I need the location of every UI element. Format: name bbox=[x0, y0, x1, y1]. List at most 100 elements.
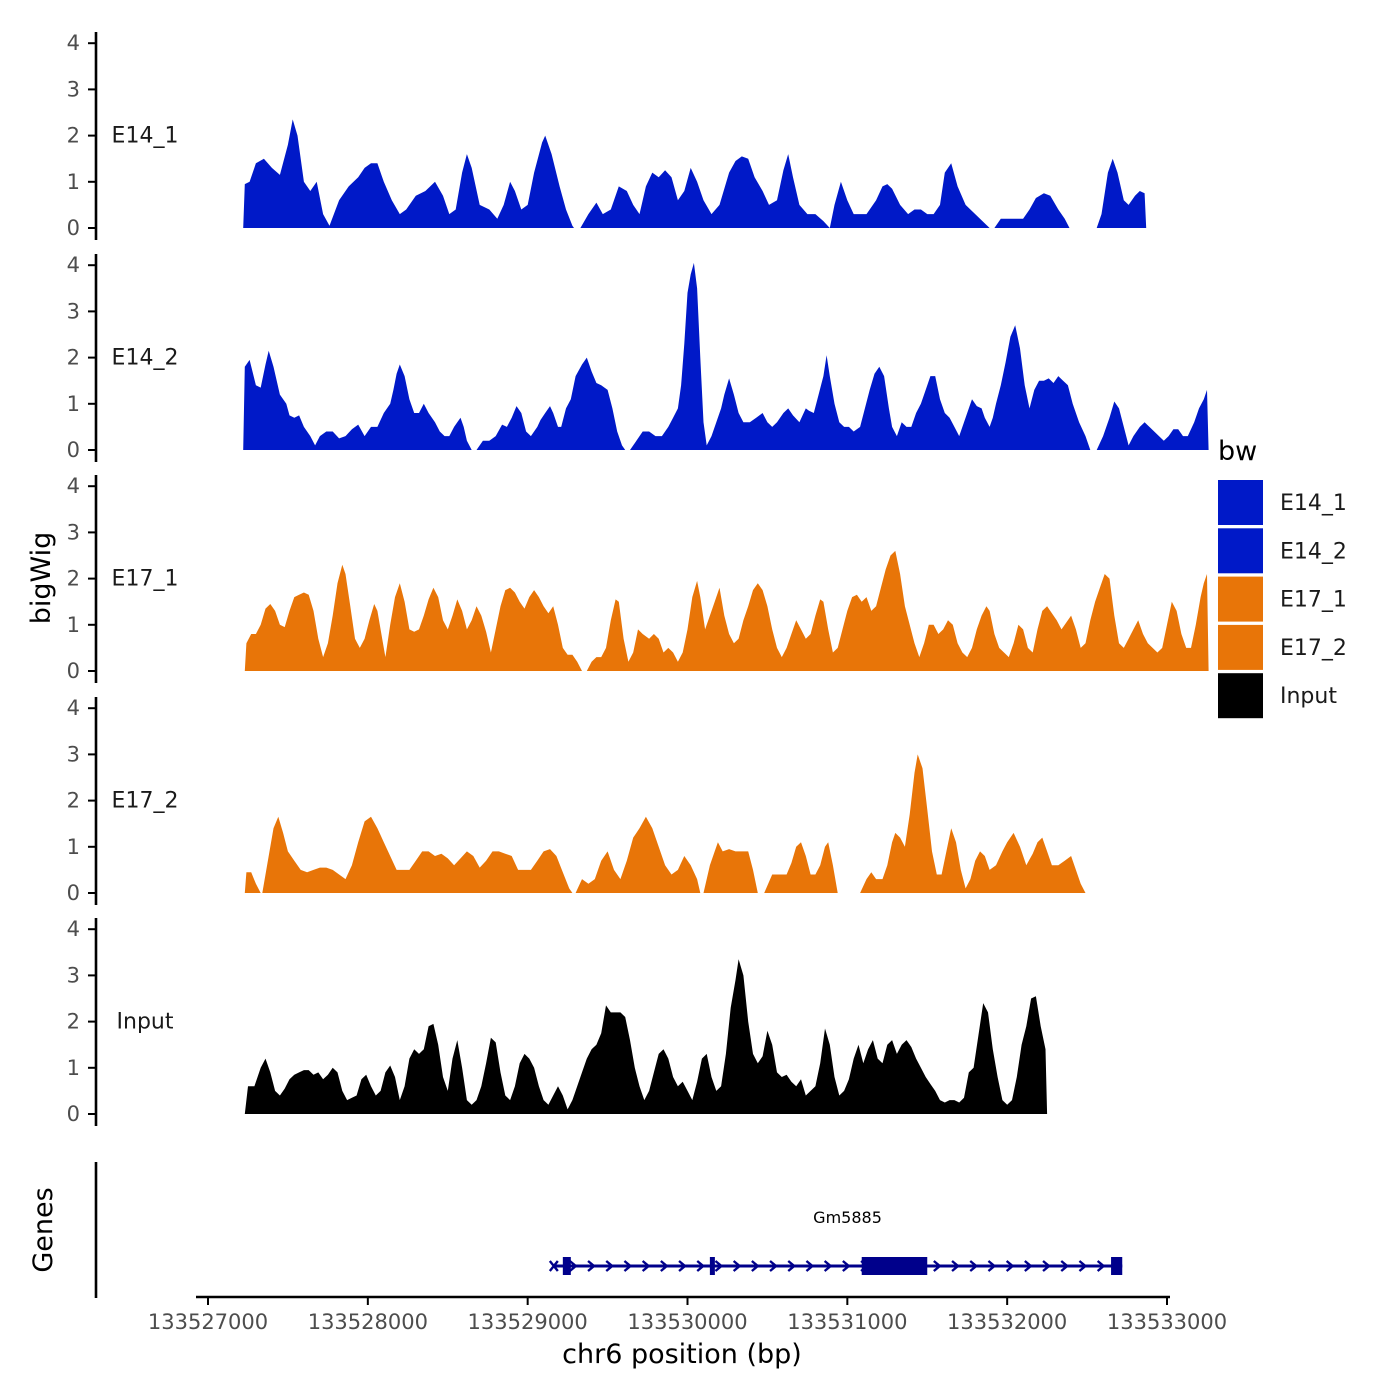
x-tick-label: 133528000 bbox=[308, 1310, 428, 1334]
y-tick-label: 1 bbox=[67, 835, 80, 859]
strand-arrow bbox=[678, 1260, 687, 1272]
gene-exon bbox=[709, 1257, 715, 1275]
y-tick-label: 0 bbox=[67, 438, 80, 462]
strand-arrow bbox=[969, 1260, 979, 1272]
y-tick-label: 0 bbox=[67, 216, 80, 240]
gene-exon bbox=[861, 1257, 928, 1275]
y-tick-label: 0 bbox=[67, 1102, 80, 1126]
strand-arrow bbox=[823, 1260, 833, 1272]
gene-start-mark bbox=[548, 1260, 559, 1272]
x-tick-label: 133527000 bbox=[148, 1310, 268, 1334]
coverage-area-input bbox=[244, 959, 1048, 1114]
y-tick-label: 3 bbox=[67, 963, 80, 987]
strand-arrow bbox=[587, 1260, 596, 1272]
gene-model: Gm5885 bbox=[548, 1208, 1123, 1275]
y-axis-title: bigWig bbox=[26, 532, 57, 625]
coverage-area-e14_1d bbox=[1096, 158, 1147, 228]
x-tick-label: 133533000 bbox=[1107, 1310, 1227, 1334]
x-tick-label: 133530000 bbox=[627, 1310, 747, 1334]
strand-arrow bbox=[805, 1260, 815, 1272]
gene-name: Gm5885 bbox=[813, 1208, 882, 1227]
strand-arrow bbox=[933, 1260, 942, 1272]
legend: bw E14_1 E14_2 E17_1 E17_2 Input bbox=[1218, 436, 1347, 719]
strand-arrow bbox=[769, 1260, 778, 1272]
strand-arrow bbox=[751, 1260, 760, 1272]
y-tick-label: 2 bbox=[67, 789, 80, 813]
strand-arrow bbox=[641, 1260, 651, 1272]
coverage-area-e14_2c bbox=[630, 262, 1091, 450]
coverage-area-e17_2f bbox=[860, 754, 1086, 893]
coverage-area-e14_1b bbox=[580, 154, 990, 228]
track-label: E14_1 bbox=[112, 124, 179, 149]
y-tick-label: 2 bbox=[67, 124, 80, 148]
gene-exon bbox=[1111, 1257, 1123, 1275]
strand-arrow bbox=[1042, 1260, 1051, 1272]
y-tick-label: 3 bbox=[67, 742, 80, 766]
strand-arrow bbox=[714, 1260, 724, 1272]
coverage-area-e14_1c bbox=[994, 193, 1070, 228]
bigwig-tracks: 0 1 2 3 4 E14_1 0 1 2 3 4 E14_2 0 1 2 3 4 E17_1 0 1 2 3 4 E17_2… bbox=[67, 31, 1209, 1126]
track-e17-2: 0 1 2 3 4 E17_2 bbox=[67, 696, 1086, 905]
y-tick-label: 1 bbox=[67, 392, 80, 416]
track-label: Input bbox=[117, 1010, 174, 1035]
legend-title: bw bbox=[1218, 436, 1257, 467]
y-tick-label: 3 bbox=[67, 299, 80, 323]
strand-arrow bbox=[623, 1260, 633, 1272]
y-tick-label: 3 bbox=[67, 77, 80, 101]
legend-item-e14-2: E14_2 bbox=[1218, 528, 1347, 574]
coverage-area-e17_2b bbox=[262, 816, 573, 893]
legend-label: E14_1 bbox=[1280, 491, 1347, 516]
coverage-area-e17_2c bbox=[575, 816, 701, 893]
legend-swatch bbox=[1218, 480, 1263, 525]
y-tick-label: 4 bbox=[67, 31, 80, 55]
track-label: E17_2 bbox=[112, 789, 179, 814]
track-label: E17_1 bbox=[112, 567, 179, 592]
y-tick-label: 4 bbox=[67, 917, 80, 941]
coverage-area-e14_1 bbox=[243, 119, 574, 228]
strand-arrow bbox=[569, 1260, 578, 1272]
y-tick-label: 1 bbox=[67, 170, 80, 194]
y-tick-label: 4 bbox=[67, 474, 80, 498]
track-e14-2: 0 1 2 3 4 E14_2 bbox=[67, 253, 1209, 462]
track-input: 0 1 2 3 4 Input bbox=[67, 917, 1048, 1126]
coverage-area-e17_1 bbox=[244, 564, 583, 671]
strand-arrow bbox=[1024, 1260, 1033, 1272]
strand-arrow bbox=[1096, 1260, 1106, 1272]
coverage-area-e14_2b bbox=[476, 357, 626, 450]
legend-item-input: Input bbox=[1218, 673, 1337, 719]
y-tick-label: 4 bbox=[67, 696, 80, 720]
track-label: E14_2 bbox=[112, 346, 179, 371]
strand-arrow bbox=[696, 1260, 706, 1272]
legend-label: Input bbox=[1280, 684, 1337, 709]
y-tick-label: 4 bbox=[67, 253, 80, 277]
track-e14-1: 0 1 2 3 4 E14_1 bbox=[67, 31, 1147, 240]
coverage-area-e14_2d bbox=[1096, 389, 1209, 450]
x-tick-label: 133532000 bbox=[947, 1310, 1067, 1334]
strand-arrow bbox=[1060, 1260, 1070, 1272]
legend-swatch bbox=[1218, 624, 1263, 670]
strand-arrow bbox=[605, 1260, 615, 1272]
gene-track-label: Genes bbox=[28, 1187, 59, 1272]
legend-label: E14_2 bbox=[1280, 539, 1347, 564]
strand-arrow bbox=[987, 1260, 997, 1272]
coverage-area-e14_2 bbox=[243, 350, 472, 450]
y-tick-label: 1 bbox=[67, 613, 80, 637]
y-tick-label: 3 bbox=[67, 520, 80, 544]
y-tick-label: 2 bbox=[67, 1010, 80, 1034]
strand-arrow bbox=[787, 1260, 797, 1272]
legend-items: E14_1 E14_2 E17_1 E17_2 Input bbox=[1218, 480, 1347, 719]
legend-item-e14-1: E14_1 bbox=[1218, 480, 1347, 525]
strand-arrow bbox=[951, 1260, 960, 1272]
y-tick-label: 2 bbox=[67, 346, 80, 370]
legend-item-e17-2: E17_2 bbox=[1218, 624, 1347, 670]
legend-swatch bbox=[1218, 576, 1263, 622]
strand-arrow bbox=[1005, 1260, 1015, 1272]
legend-label: E17_1 bbox=[1280, 588, 1347, 613]
gene-track: Genes Gm5885 bbox=[28, 1162, 1123, 1298]
legend-label: E17_2 bbox=[1280, 636, 1347, 661]
y-tick-label: 1 bbox=[67, 1056, 80, 1080]
x-axis: chr6 position (bp) 133527000 133528000 133… bbox=[148, 1295, 1227, 1370]
strand-arrow bbox=[660, 1260, 669, 1272]
gene-exon bbox=[562, 1257, 571, 1275]
